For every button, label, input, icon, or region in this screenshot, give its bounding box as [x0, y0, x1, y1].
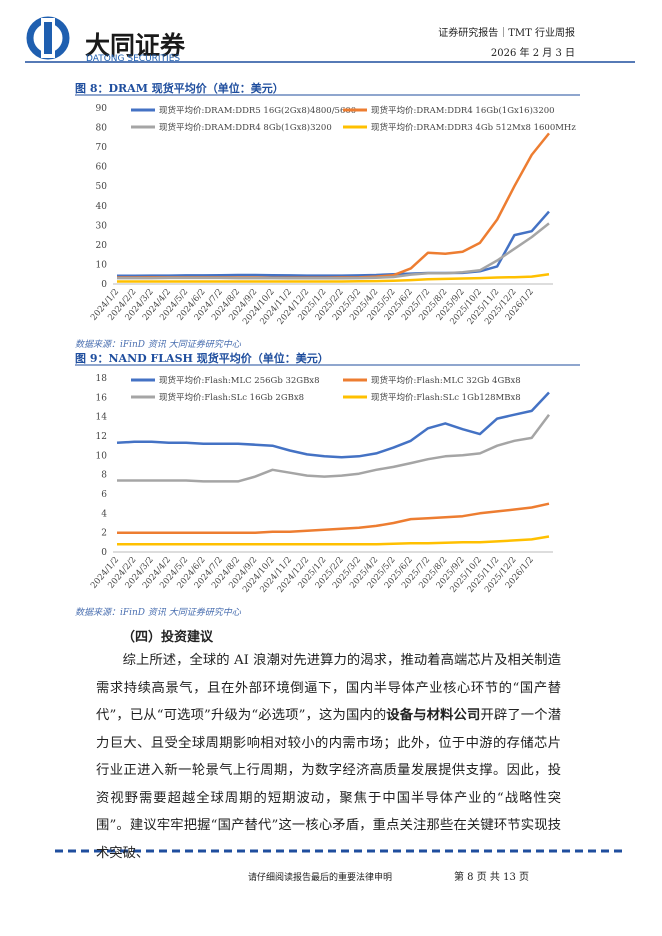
y-tick-label: 30: [96, 221, 108, 231]
page-number: 第 8 页 共 13 页: [454, 872, 529, 883]
series-line: [116, 391, 550, 459]
text: 综上所述，全球的 AI 浪潮对先进算力的渴求，推动着高端芯片及相关制造需求持续高…: [96, 653, 561, 723]
y-tick-label: 40: [96, 202, 108, 212]
legend-label: 现货平均价:Flash:SLc 1Gb128MBx8: [371, 392, 521, 403]
y-tick-label: 12: [96, 432, 107, 442]
y-tick-label: 14: [96, 413, 108, 423]
y-tick-label: 50: [96, 182, 108, 192]
figure-source: 数据来源：iFinD 资讯 大同证券研究中心: [75, 608, 241, 618]
series-line: [117, 222, 550, 280]
series-line: [117, 535, 550, 546]
y-tick-label: 0: [101, 280, 107, 290]
company-en: DATONG SECURITIES: [86, 54, 181, 64]
series-line: [117, 272, 550, 283]
series-line: [117, 413, 551, 483]
figure-title: 图 9：NAND FLASH 现货平均价（单位：美元）: [75, 352, 329, 365]
legend-label: 现货平均价:Flash:MLC 256Gb 32GBx8: [159, 375, 320, 386]
text: 开辟了一个潜力巨大、且受全球周期影响相对较小的内需市场；此外，位于中游的存储芯片…: [96, 708, 561, 861]
legend-label: 现货平均价:Flash:MLC 32Gb 4GBx8: [371, 375, 521, 386]
y-tick-label: 8: [101, 471, 107, 481]
disclaimer: 请仔细阅读报告最后的重要法律申明: [248, 873, 393, 883]
y-tick-label: 0: [101, 548, 107, 558]
legend-label: 现货平均价:DRAM:DDR3 4Gb 512Mx8 1600MHz: [371, 122, 576, 133]
date: 2026 年 2 月 3 日: [490, 48, 575, 59]
company: 大同证券: [85, 31, 186, 60]
chart: 01020304050607080902024/1/22024/2/22024/…: [89, 104, 576, 327]
y-tick-label: 70: [96, 143, 108, 153]
report-type: 证券研究报告｜TMT 行业周报: [438, 28, 575, 39]
y-tick-label: 6: [101, 490, 107, 500]
series-line: [117, 502, 550, 534]
legend-label: 现货平均价:Flash:SLc 16Gb 2GBx8: [159, 392, 304, 403]
y-tick-label: 10: [96, 451, 108, 461]
y-tick-label: 2: [101, 529, 107, 539]
section-heading: （四）投资建议: [122, 630, 214, 645]
legend-label: 现货平均价:DRAM:DDR4 16Gb(1Gx16)3200: [371, 105, 555, 116]
figure-title: 图 8：DRAM 现货平均价（单位：美元）: [75, 82, 284, 95]
paragraph: 综上所述，全球的 AI 浪潮对先进算力的渴求，推动着高端芯片及相关制造需求持续高…: [96, 647, 561, 867]
logo: [26, 16, 70, 60]
chart: 0246810121416182024/1/22024/2/22024/3/22…: [89, 374, 553, 595]
y-tick-label: 10: [96, 260, 108, 270]
legend-label: 现货平均价:DRAM:DDR5 16G(2Gx8)4800/5600: [159, 105, 356, 116]
y-tick-label: 90: [96, 104, 108, 114]
y-tick-label: 80: [96, 124, 108, 134]
legend-label: 现货平均价:DRAM:DDR4 8Gb(1Gx8)3200: [159, 122, 332, 133]
y-tick-label: 20: [96, 241, 108, 251]
y-tick-label: 18: [96, 374, 108, 384]
y-tick-label: 4: [101, 509, 107, 519]
figure-source: 数据来源：iFinD 资讯 大同证券研究中心: [75, 340, 241, 350]
bold-text: 设备与材料公司: [386, 708, 481, 723]
y-tick-label: 60: [96, 163, 108, 173]
y-tick-label: 16: [96, 393, 108, 403]
